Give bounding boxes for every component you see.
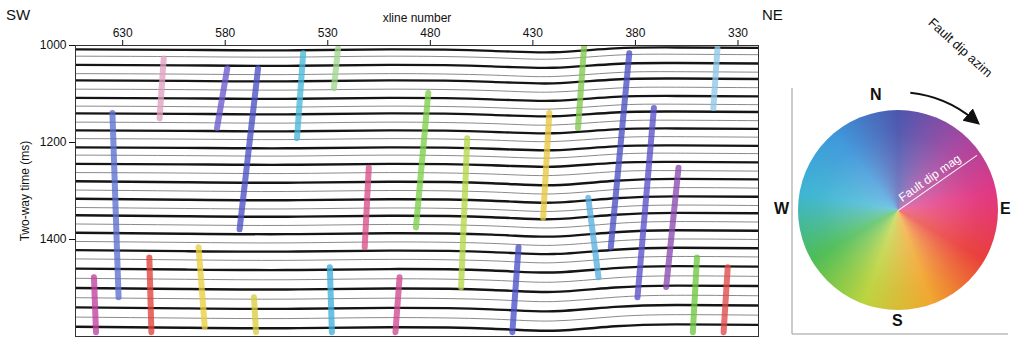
svg-text:630: 630: [113, 26, 133, 40]
svg-text:330: 330: [728, 26, 748, 40]
svg-text:1200: 1200: [40, 135, 67, 149]
svg-text:380: 380: [625, 26, 645, 40]
html-text:N: N: [870, 86, 882, 103]
svg-text:530: 530: [318, 26, 338, 40]
svg-text:Two-way time (ms): Two-way time (ms): [18, 141, 32, 242]
svg-text:1400: 1400: [40, 232, 67, 246]
html-text:SW: SW: [6, 6, 31, 23]
svg-text:1000: 1000: [40, 38, 67, 52]
html-text:S: S: [892, 312, 903, 329]
html-text:Fault dip mag: Fault dip mag: [895, 151, 964, 205]
svg-text:480: 480: [420, 26, 440, 40]
svg-text:xline number: xline number: [383, 11, 452, 25]
html-text:Fault dip azim: Fault dip azim: [925, 14, 996, 81]
html-text:E: E: [1000, 200, 1011, 217]
html-text:NE: NE: [762, 6, 783, 23]
svg-text:430: 430: [523, 26, 543, 40]
html-text:W: W: [774, 200, 790, 217]
svg-text:580: 580: [215, 26, 235, 40]
